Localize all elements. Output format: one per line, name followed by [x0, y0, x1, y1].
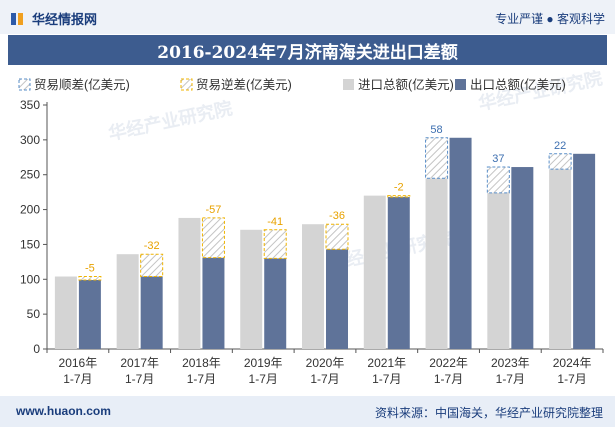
- legend-label-3: 出口总额(亿美元): [470, 77, 566, 92]
- export-bar: [326, 249, 348, 349]
- legend-swatch-0: [18, 78, 31, 91]
- y-tick-label-300: 300: [20, 133, 40, 147]
- export-bar: [264, 258, 287, 349]
- export-bar: [140, 276, 163, 349]
- deficit-bar: [325, 223, 349, 250]
- export-bar: [202, 257, 225, 349]
- import-bar: [549, 169, 572, 349]
- import-bar: [54, 276, 77, 349]
- export-bar: [387, 197, 410, 349]
- import-bar: [363, 195, 386, 349]
- deficit-bar: [263, 229, 287, 259]
- import-bar: [178, 217, 201, 349]
- chart-title-bar: 2016-2024年7月济南海关进出口差额: [8, 35, 607, 65]
- x-tick-label: 1-7月: [496, 372, 525, 386]
- import-bar: [302, 224, 324, 349]
- slogan: 专业严谨 ● 客观科学: [495, 12, 605, 26]
- legend-swatch-1: [180, 78, 193, 91]
- y-tick-label-150: 150: [20, 237, 40, 251]
- export-bar: [511, 167, 534, 349]
- export-bar: [573, 153, 596, 349]
- surplus-bar: [548, 153, 572, 170]
- brand: 华经情报网: [10, 9, 97, 28]
- x-tick-label: 1-7月: [187, 372, 216, 386]
- balance-label: -5: [85, 262, 95, 274]
- huajing-logo-icon: [11, 12, 23, 25]
- x-tick-label: 1-7月: [557, 372, 586, 386]
- footer-url[interactable]: www.huaon.com: [16, 404, 111, 418]
- y-tick-label-200: 200: [20, 203, 40, 217]
- y-tick-label-100: 100: [20, 272, 40, 286]
- import-bar: [240, 229, 263, 349]
- x-tick-label: 2017年: [120, 356, 159, 370]
- legend-label-0: 贸易顺差(亿美元): [34, 77, 130, 92]
- legend-label-2: 进口总额(亿美元): [358, 77, 454, 92]
- balance-label: 37: [492, 153, 504, 165]
- footer: www.huaon.com 资料来源：中国海关，华经产业研究院整理: [0, 396, 615, 427]
- x-tick-label: 2019年: [244, 356, 283, 370]
- y-tick-label-0: 0: [33, 342, 40, 356]
- footer-source: 资料来源：中国海关，华经产业研究院整理: [374, 406, 603, 420]
- x-tick-label: 2021年: [367, 356, 406, 370]
- balance-label: -57: [205, 204, 221, 216]
- x-tick-label: 1-7月: [310, 372, 339, 386]
- surplus-bar: [486, 166, 510, 194]
- balance-label: -36: [329, 210, 345, 222]
- import-bar: [425, 178, 448, 349]
- export-bar: [449, 137, 472, 349]
- balance-label: -2: [394, 182, 404, 194]
- export-bar: [78, 279, 101, 349]
- balance-label: -32: [144, 240, 160, 252]
- x-tick-label: 1-7月: [249, 372, 278, 386]
- x-tick-label: 1-7月: [372, 372, 401, 386]
- import-bar: [116, 254, 139, 349]
- deficit-bar: [387, 195, 411, 198]
- legend-label-1: 贸易逆差(亿美元): [196, 77, 292, 92]
- deficit-bar: [78, 275, 102, 281]
- deficit-bar: [201, 217, 225, 259]
- x-tick-label: 2016年: [59, 356, 98, 370]
- balance-label: 58: [430, 124, 442, 136]
- x-tick-label: 1-7月: [434, 372, 463, 386]
- surplus-bar: [425, 137, 449, 179]
- x-tick-label: 1-7月: [125, 372, 154, 386]
- x-tick-label: 2023年: [491, 356, 530, 370]
- balance-label: 22: [554, 140, 566, 152]
- brand-name: 华经情报网: [32, 12, 98, 27]
- import-bar: [487, 192, 510, 349]
- x-tick-label: 1-7月: [63, 372, 92, 386]
- deficit-bar: [140, 253, 164, 277]
- legend-swatch-2: [343, 79, 354, 90]
- chart-title: 2016-2024年7月济南海关进出口差额: [157, 42, 458, 63]
- top-bar: 华经情报网 专业严谨 ● 客观科学: [0, 0, 615, 34]
- bar-chart: 华经产业研究院华经产业研究院华经产业研究院 050100150200250300…: [18, 67, 604, 386]
- x-tick-label: 2022年: [429, 356, 468, 370]
- x-tick-label: 2018年: [182, 356, 221, 370]
- y-tick-label-350: 350: [20, 98, 40, 112]
- x-tick-label: 2020年: [306, 356, 345, 370]
- y-tick-label-50: 50: [27, 307, 41, 321]
- x-tick-label: 2024年: [553, 356, 592, 370]
- y-tick-label-250: 250: [20, 168, 40, 182]
- balance-label: -41: [267, 216, 283, 228]
- legend-swatch-3: [455, 79, 466, 90]
- watermark-text-0: 华经产业研究院: [106, 97, 234, 144]
